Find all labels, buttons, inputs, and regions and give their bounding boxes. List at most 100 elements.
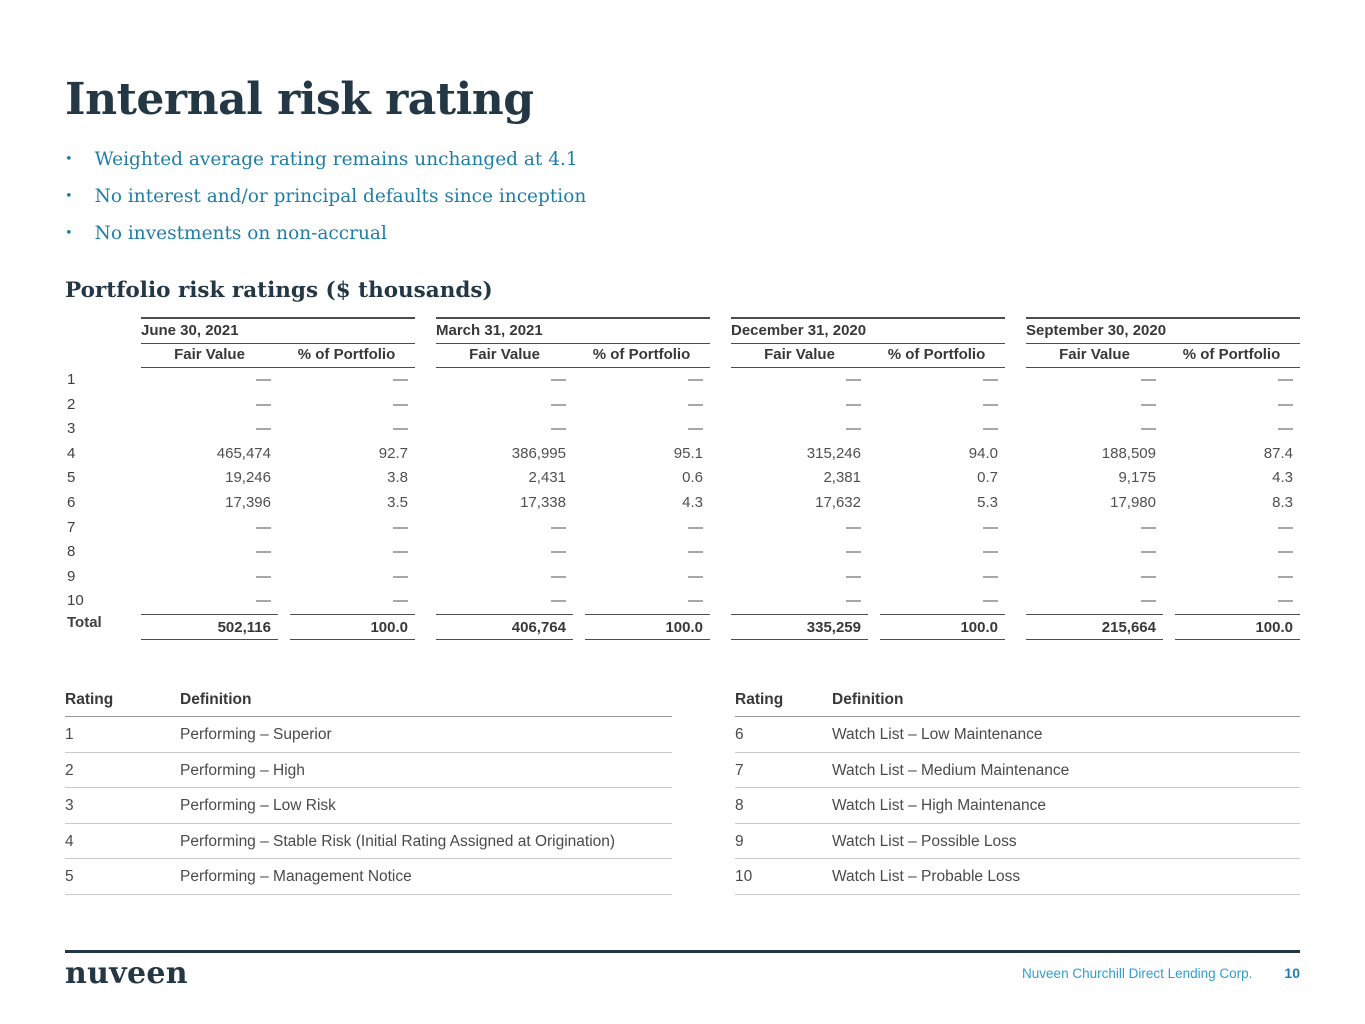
definition-cell: Performing – Superior xyxy=(180,725,332,743)
definition-row: 4 Performing – Stable Risk (Initial Rati… xyxy=(65,824,672,860)
group-cells: 9,175 4.3 xyxy=(1026,466,1300,491)
table-row: 1 — — — — — — — — xyxy=(65,368,1300,393)
rating-cell: 9 xyxy=(735,832,744,850)
group-cells: — — xyxy=(731,589,1005,614)
fair-value-cell: — xyxy=(1141,395,1156,413)
nuveen-logo: nuveen xyxy=(65,956,188,991)
pct-cell: — xyxy=(1278,518,1293,536)
bullet-icon: • xyxy=(65,189,73,204)
bullet-text: No interest and/or principal defaults si… xyxy=(94,186,587,207)
row-label: 3 xyxy=(67,420,76,438)
pct-cell: — xyxy=(688,395,703,413)
group-cells: 19,246 3.8 xyxy=(141,466,415,491)
table-row: 4 465,474 92.7 386,995 95.1 315,246 94.0… xyxy=(65,442,1300,467)
definition-row: 8 Watch List – High Maintenance xyxy=(735,788,1300,824)
pct-cell: — xyxy=(688,371,703,388)
company-name: Nuveen Churchill Direct Lending Corp. xyxy=(1022,966,1253,981)
group-cells: 386,995 95.1 xyxy=(436,442,710,467)
fair-value-cell: 315,246 xyxy=(806,444,861,462)
rating-cell: 4 xyxy=(65,832,74,850)
rating-header: Rating xyxy=(735,690,784,708)
pct-cell: — xyxy=(393,518,408,536)
group-cells: — — xyxy=(1026,589,1300,614)
pct-cell: — xyxy=(1278,395,1293,413)
column-group-header: March 31, 2021 xyxy=(436,317,710,344)
pct-cell: — xyxy=(688,420,703,438)
definition-cell: Performing – Low Risk xyxy=(180,797,336,815)
portfolio-risk-table: June 30, 2021 March 31, 2021 December 31… xyxy=(65,317,1300,640)
pct-cell: — xyxy=(1278,371,1293,388)
pct-cell: — xyxy=(393,371,408,388)
fair-value-cell: 2,431 xyxy=(528,469,566,487)
definition-cell: Watch List – Possible Loss xyxy=(832,832,1017,850)
fair-value-cell: 17,338 xyxy=(520,493,566,511)
footer-right: Nuveen Churchill Direct Lending Corp. 10 xyxy=(1022,965,1300,981)
group-cells: 2,431 0.6 xyxy=(436,466,710,491)
definition-header: Definition xyxy=(832,690,904,708)
group-cells: — — xyxy=(731,540,1005,565)
fair-value-cell: — xyxy=(846,592,861,610)
fair-value-cell: — xyxy=(1141,420,1156,438)
group-cells: — — xyxy=(1026,565,1300,590)
fair-value-cell: 188,509 xyxy=(1101,444,1156,462)
pct-cell: 5.3 xyxy=(977,493,998,511)
fair-value-cell: — xyxy=(256,567,271,585)
total-pct-cell: 100.0 xyxy=(585,613,710,640)
total-label: Total xyxy=(67,613,102,631)
group-cells: — — xyxy=(1026,516,1300,541)
group-cells: 17,632 5.3 xyxy=(731,491,1005,516)
fair-value-cell: — xyxy=(846,371,861,388)
pct-cell: — xyxy=(688,567,703,585)
column-group-header: June 30, 2021 xyxy=(141,317,415,344)
section-heading: Portfolio risk ratings ($ thousands) xyxy=(65,278,493,303)
group-cells: 335,259 100.0 xyxy=(731,613,1005,640)
fair-value-cell: 17,980 xyxy=(1110,493,1156,511)
pct-cell: — xyxy=(983,567,998,585)
row-label: 9 xyxy=(67,567,76,585)
row-label: 8 xyxy=(67,543,76,561)
fair-value-cell: — xyxy=(256,371,271,388)
fair-value-cell: — xyxy=(256,395,271,413)
definition-row: 1 Performing – Superior xyxy=(65,717,672,753)
subheader-group: Fair Value % of Portfolio xyxy=(141,344,415,368)
table-row: 10 — — — — — — — — xyxy=(65,589,1300,614)
total-fair-value-cell: 335,259 xyxy=(731,613,868,640)
fair-value-cell: — xyxy=(846,567,861,585)
pct-cell: — xyxy=(688,592,703,610)
fair-value-header: Fair Value xyxy=(174,346,245,363)
group-cells: — — xyxy=(1026,393,1300,418)
pct-cell: — xyxy=(393,592,408,610)
group-cells: — — xyxy=(141,368,415,393)
pct-cell: — xyxy=(393,420,408,438)
pct-cell: — xyxy=(1278,543,1293,561)
group-cells: — — xyxy=(141,516,415,541)
group-cells: — — xyxy=(436,368,710,393)
fair-value-cell: — xyxy=(551,420,566,438)
pct-portfolio-header: % of Portfolio xyxy=(592,346,691,363)
row-label: 2 xyxy=(67,395,76,413)
definition-row: 7 Watch List – Medium Maintenance xyxy=(735,753,1300,789)
total-fair-value-cell: 215,664 xyxy=(1026,613,1163,640)
group-cells: 188,509 87.4 xyxy=(1026,442,1300,467)
fair-value-cell: 17,396 xyxy=(225,493,271,511)
rating-cell: 3 xyxy=(65,797,74,815)
fair-value-cell: — xyxy=(1141,518,1156,536)
bullet-item: • Weighted average rating remains unchan… xyxy=(65,142,1300,179)
fair-value-header: Fair Value xyxy=(764,346,835,363)
pct-cell: — xyxy=(1278,567,1293,585)
group-cells: 465,474 92.7 xyxy=(141,442,415,467)
total-pct-cell: 100.0 xyxy=(880,613,1005,640)
group-cells: 17,396 3.5 xyxy=(141,491,415,516)
fair-value-cell: 386,995 xyxy=(511,444,566,462)
subheader-group: Fair Value % of Portfolio xyxy=(731,344,1005,368)
pct-cell: 0.7 xyxy=(977,469,998,487)
fair-value-cell: 9,175 xyxy=(1118,469,1156,487)
fair-value-cell: — xyxy=(551,371,566,388)
rating-header: Rating xyxy=(65,690,114,708)
definition-cell: Watch List – Low Maintenance xyxy=(832,725,1043,743)
rating-cell: 8 xyxy=(735,797,744,815)
fair-value-cell: — xyxy=(256,543,271,561)
fair-value-cell: — xyxy=(1141,567,1156,585)
pct-cell: 95.1 xyxy=(673,444,703,462)
fair-value-cell: 17,632 xyxy=(815,493,861,511)
